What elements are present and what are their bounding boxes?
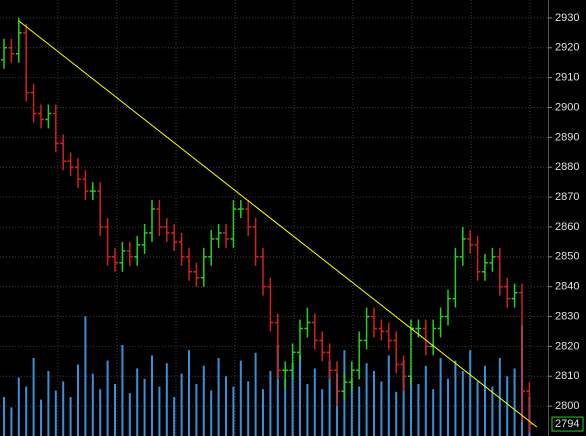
volume-bar xyxy=(99,389,102,436)
volume-bar xyxy=(3,397,5,436)
volume-bar xyxy=(321,389,324,436)
y-tick-label: 2820 xyxy=(555,340,579,352)
volume-bar xyxy=(165,363,168,436)
volume-bar xyxy=(239,360,242,436)
volume-bar xyxy=(143,378,146,436)
volume-bar xyxy=(54,390,57,436)
volume-bar xyxy=(299,355,301,436)
volume-bar xyxy=(387,355,390,436)
volume-bar xyxy=(25,386,28,436)
volume-bar xyxy=(188,350,190,436)
volume-bar xyxy=(114,384,116,436)
y-tick-label: 2860 xyxy=(555,221,579,233)
y-tick-label: 2840 xyxy=(555,281,579,293)
volume-bar xyxy=(417,384,420,436)
volume-bar xyxy=(121,345,124,436)
volume-bar xyxy=(210,390,213,436)
volume-bar xyxy=(91,373,94,436)
volume-bar xyxy=(410,376,412,436)
volume-bar xyxy=(247,381,250,436)
volume-bar xyxy=(180,373,183,436)
volume-bar xyxy=(269,371,272,436)
volume-bar xyxy=(313,368,316,436)
volume-bar xyxy=(262,389,264,436)
volume-bar xyxy=(47,371,50,436)
y-tick-label: 2880 xyxy=(555,161,579,173)
trendline xyxy=(18,20,538,428)
volume-bar xyxy=(380,381,383,436)
volume-bar xyxy=(151,355,153,436)
volume-bar xyxy=(77,364,79,436)
volume-bar xyxy=(202,365,205,436)
volume-bar xyxy=(173,397,176,436)
volume-bar xyxy=(10,407,13,436)
y-tick-label: 2900 xyxy=(555,101,579,113)
volume-bar xyxy=(506,376,509,436)
last-price-box xyxy=(551,416,584,432)
volume-bar xyxy=(158,386,161,436)
volume-bar xyxy=(402,360,405,436)
volume-bar xyxy=(128,393,131,436)
volume-bar xyxy=(491,386,494,436)
volume-bar xyxy=(461,371,464,436)
volume-bar xyxy=(195,384,198,436)
y-tick-label: 2910 xyxy=(555,72,579,84)
y-tick-label: 2890 xyxy=(555,131,579,143)
volume-bar xyxy=(40,399,42,436)
y-tick-label: 2870 xyxy=(555,191,579,203)
volume-bar xyxy=(432,389,435,436)
volume-bar xyxy=(469,350,472,436)
volume-bar xyxy=(424,365,427,436)
volume-bar xyxy=(17,377,20,436)
volume-bar xyxy=(439,358,442,436)
volume-bar xyxy=(306,384,309,436)
volume-bar xyxy=(513,368,516,436)
volume-bar xyxy=(365,363,368,436)
volume-bar xyxy=(62,381,65,436)
volume-bar xyxy=(328,360,331,436)
volume-bar xyxy=(447,378,449,436)
volume-bar xyxy=(69,397,72,436)
volume-bar xyxy=(32,358,35,436)
last-price-label: 2794 xyxy=(555,418,579,430)
y-tick-label: 2920 xyxy=(555,42,579,54)
volume-bar xyxy=(254,352,257,436)
volume-bar xyxy=(217,358,220,436)
volume-bar xyxy=(498,358,501,436)
volume-bar xyxy=(84,316,87,436)
y-tick-label: 2830 xyxy=(555,310,579,322)
volume-bar xyxy=(291,363,294,436)
volume-bar xyxy=(350,378,353,436)
y-tick-label: 2850 xyxy=(555,251,579,263)
volume-bar xyxy=(484,365,486,436)
volume-bar xyxy=(106,360,109,436)
y-tick-label: 2810 xyxy=(555,370,579,382)
volume-bar xyxy=(136,368,139,436)
volume-bar xyxy=(373,371,375,436)
volume-bar xyxy=(476,381,479,436)
y-tick-label: 2800 xyxy=(555,400,579,412)
volume-bar xyxy=(276,345,279,436)
volume-bar xyxy=(284,378,287,436)
volume-bar xyxy=(358,386,361,436)
volume-bar xyxy=(232,386,235,436)
volume-bar xyxy=(225,376,227,436)
y-tick-label: 2930 xyxy=(555,12,579,24)
volume-bar xyxy=(454,360,457,436)
volume-bar xyxy=(395,391,398,436)
